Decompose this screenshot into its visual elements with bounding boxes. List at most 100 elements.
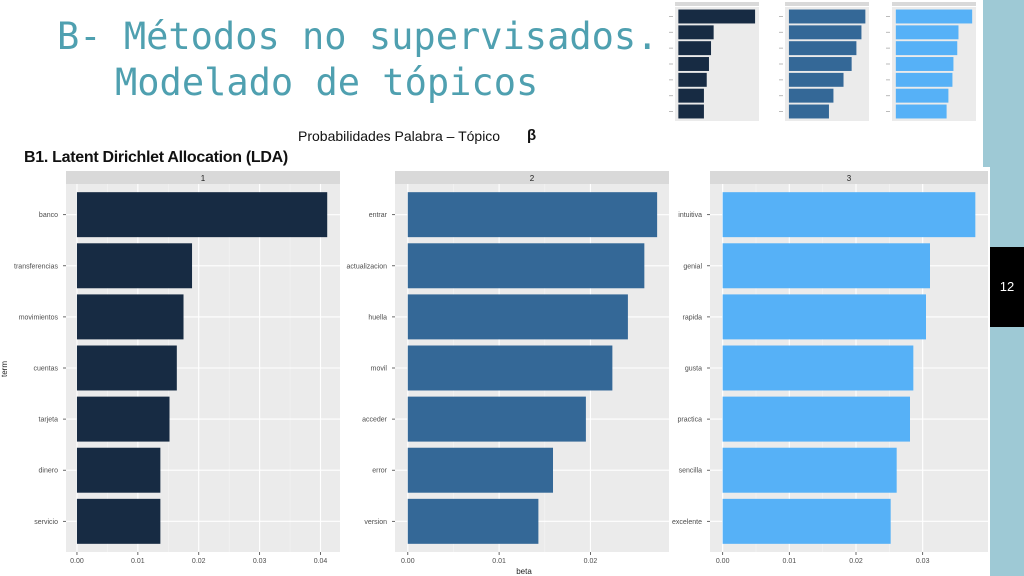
facet-strip [66,171,340,184]
thumb-bar-dinero [678,88,704,103]
thumb-bar-version [788,104,829,119]
bar-dinero [76,447,161,493]
thumb-bar-entrar [788,9,866,24]
thumb-panel-3 [886,2,976,121]
facet-strip-label: 3 [847,174,852,183]
thumb-bar-banco [678,9,756,24]
facet-strip [710,171,988,184]
thumb-strip [675,2,759,6]
bar-excelente [722,498,891,544]
bar-sencilla [722,447,897,493]
thumb-strip [785,2,869,6]
y-tick-label-acceder: acceder [362,417,388,424]
thumb-bar-movimientos [678,41,712,56]
x-tick-label: 0.02 [192,558,206,565]
x-tick-label: 0.01 [492,558,506,565]
thumb-bar-acceder [788,72,844,87]
facet-strip-label: 2 [530,174,535,183]
y-tick-label-genial: genial [683,263,702,270]
y-tick-label-version: version [364,519,387,526]
thumb-bar-huella [788,41,857,56]
thumb-bar-intuitiva [895,9,973,24]
thumb-bar-actualizacion [788,25,862,40]
bar-version [407,498,539,544]
x-tick-label: 0.03 [916,558,930,565]
section-heading: B1. Latent Dirichlet Allocation (LDA) [24,149,288,166]
thumb-bar-error [788,88,834,103]
thumb-bar-transferencias [678,25,714,40]
y-tick-label-tarjeta: tarjeta [39,417,59,424]
thumb-panel-1 [669,2,759,121]
bar-transferencias [76,243,193,289]
x-tick-label: 0.00 [401,558,415,565]
y-tick-label-intuitiva: intuitiva [678,212,702,219]
x-tick-label: 0.00 [716,558,730,565]
y-tick-label-rapida: rapida [683,314,703,321]
facet-panel-2: 2 0.00 0.01 0.02 entrar actualizacion huella mo… [347,171,669,565]
slide-title-line-2: Modelado de tópicos [115,61,539,104]
thumb-bar-servicio [678,104,704,119]
y-axis-label: term [0,361,9,377]
bar-practica [722,396,910,442]
chart-subtitle: Probabilidades Palabra – Tópico [298,128,501,144]
thumb-bar-gusta [895,57,954,71]
facet-strip-label: 1 [201,174,206,183]
facet-panel-1: 1 0.00 0.01 0.02 0.03 0.04 banco transferencias… [14,171,340,565]
y-tick-label-huella: huella [368,314,387,321]
y-tick-label-servicio: servicio [34,519,58,526]
x-tick-label: 0.01 [783,558,797,565]
y-tick-label-dinero: dinero [39,468,59,475]
thumb-bar-genial [895,25,959,40]
bar-entrar [407,192,658,238]
bar-movimientos [76,294,184,340]
facet-strip [395,171,669,184]
x-tick-label: 0.02 [584,558,598,565]
y-tick-label-excelente: excelente [672,519,702,526]
x-tick-label: 0.04 [314,558,328,565]
bar-tarjeta [76,396,170,442]
bar-huella [407,294,628,340]
y-tick-label-practica: practica [677,417,702,424]
thumb-bar-practica [895,72,953,87]
thumb-bar-tarjeta [678,72,707,87]
bar-gusta [722,345,914,391]
thumb-bar-movil [788,57,852,71]
thumb-bar-sencilla [895,88,949,103]
bar-intuitiva [722,192,976,238]
thumb-strip [892,2,976,6]
x-axis-label: beta [516,567,532,576]
x-tick-label: 0.02 [849,558,863,565]
y-tick-label-banco: banco [39,212,58,219]
chart-thumbnail [655,0,983,128]
x-tick-label: 0.01 [131,558,145,565]
y-tick-label-sencilla: sencilla [679,468,702,475]
bar-error [407,447,554,493]
y-tick-label-actualizacion: actualizacion [347,263,388,270]
bar-rapida [722,294,926,340]
page-number: 12 [990,247,1024,327]
beta-symbol: β [527,127,537,144]
thumb-bar-cuentas [678,57,709,71]
bar-genial [722,243,930,289]
x-tick-label: 0.00 [70,558,84,565]
bar-banco [76,192,328,238]
bar-movil [407,345,613,391]
y-tick-label-entrar: entrar [369,212,388,219]
thumb-bar-excelente [895,104,947,119]
thumb-panel-2 [779,2,869,121]
bar-servicio [76,498,161,544]
slide-title-line-1: B- Métodos no supervisados. [57,15,659,58]
y-tick-label-error: error [372,468,387,475]
thumb-bar-rapida [895,41,958,56]
y-tick-label-cuentas: cuentas [33,366,58,373]
bar-actualizacion [407,243,645,289]
y-tick-label-gusta: gusta [685,366,702,373]
bar-cuentas [76,345,177,391]
y-tick-label-movil: movil [371,366,388,373]
y-tick-label-transferencias: transferencias [14,263,58,270]
x-tick-label: 0.03 [253,558,267,565]
bar-acceder [407,396,586,442]
y-tick-label-movimientos: movimientos [19,314,59,321]
facet-panel-3: 3 0.00 0.01 0.02 0.03 intuitiva genial rapida gu… [672,171,988,565]
